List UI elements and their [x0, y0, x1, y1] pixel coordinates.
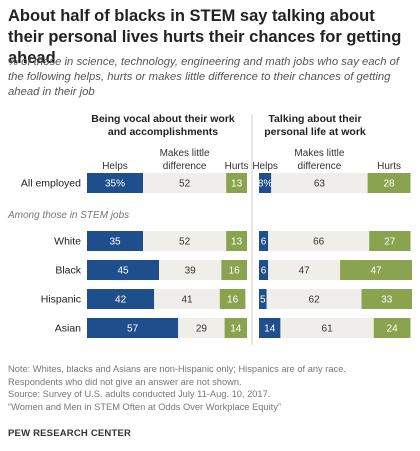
bar-segment: [271, 173, 368, 193]
chart-notes: Note: Whites, blacks and Asians are non-…: [8, 363, 412, 413]
bar-segment: [224, 318, 247, 338]
row-label: Asian: [55, 323, 81, 335]
data-label: 14: [230, 324, 242, 335]
bar-segment: [259, 260, 269, 280]
data-label: 16: [229, 266, 241, 277]
data-label: 63: [314, 179, 326, 190]
data-label: 29: [196, 324, 208, 335]
data-label: 6: [261, 266, 267, 277]
panel-title: and accomplishments: [108, 126, 218, 138]
data-label: 41: [181, 295, 193, 306]
bar-segment: [259, 173, 272, 193]
bar-segment: [259, 289, 267, 309]
data-label: 52: [179, 237, 191, 248]
note-line: Note: Whites, blacks and Asians are non-…: [8, 364, 346, 374]
bar-segment: [373, 318, 411, 338]
data-label: 45: [117, 266, 129, 277]
column-label-helps: Helps: [102, 161, 128, 172]
note-line: Respondents who did not give an answer a…: [8, 376, 242, 387]
row-label: All employed: [21, 178, 81, 190]
bar-segment: [154, 289, 220, 309]
bar-segment: [226, 231, 247, 251]
bar-segment: [87, 289, 155, 309]
panel-title: Talking about their: [268, 113, 361, 125]
brand-logo-text: PEW RESEARCH CENTER: [8, 428, 132, 439]
chart-subtitle: % of those in science, technology, engin…: [8, 56, 400, 98]
bar-segment: [259, 231, 269, 251]
bar-segment: [87, 173, 143, 193]
bar-segment: [340, 260, 412, 280]
data-label: 57: [127, 324, 139, 335]
bar-segment: [268, 231, 370, 251]
data-label: 66: [313, 237, 325, 248]
data-label: 5: [260, 295, 266, 306]
column-label-little-difference: Makes little: [160, 148, 210, 159]
bar-segment: [159, 260, 222, 280]
group-label: Among those in STEM jobs: [7, 210, 129, 221]
panel-title: Being vocal about their work: [91, 113, 235, 125]
column-label-little-difference: Makes little: [294, 148, 344, 159]
data-label: 52: [179, 179, 191, 190]
bar-segment: [143, 231, 227, 251]
bar-segment: [369, 231, 411, 251]
data-label: 35: [109, 237, 121, 248]
data-label: 24: [387, 324, 399, 335]
bar-segment: [221, 260, 247, 280]
bar-segment: [361, 289, 412, 309]
data-label: 27: [384, 237, 396, 248]
data-label: 47: [299, 266, 311, 277]
data-label: 13: [231, 179, 243, 190]
column-label-hurts: Hurts: [377, 161, 401, 172]
data-label: 14: [264, 324, 276, 335]
source-line: Source: Survey of U.S. adults conducted …: [8, 389, 271, 399]
panel-title: personal life at work: [264, 126, 366, 138]
bar-segment: [259, 318, 281, 338]
bar-segment: [178, 318, 225, 338]
row-label: Black: [55, 265, 81, 277]
data-label: 35%: [105, 179, 125, 190]
column-label-little-difference: difference: [163, 161, 207, 172]
bar-segment: [143, 173, 227, 193]
column-label-helps: Helps: [252, 161, 278, 172]
data-label: 47: [370, 266, 382, 277]
data-label: 33: [381, 295, 393, 306]
bar-segment: [268, 260, 341, 280]
column-label-little-difference: difference: [298, 161, 342, 172]
data-label: 13: [231, 237, 243, 248]
bar-segment: [87, 260, 159, 280]
data-label: 28: [383, 179, 395, 190]
data-label: 39: [185, 266, 197, 277]
data-label: 8%: [258, 179, 273, 190]
bar-segment: [87, 231, 143, 251]
bar-segment: [219, 289, 246, 309]
bar-segment: [87, 318, 179, 338]
bar-segment: [280, 318, 374, 338]
report-title-line: “Women and Men in STEM Often at Odds Ove…: [8, 401, 281, 412]
column-label-hurts: Hurts: [225, 161, 249, 172]
row-label: Hispanic: [41, 294, 81, 306]
data-label: 61: [322, 324, 334, 335]
data-label: 6: [261, 237, 267, 248]
bar-segment: [266, 289, 362, 309]
data-label: 62: [309, 295, 321, 306]
bar-segment: [367, 173, 411, 193]
data-label: 42: [115, 295, 127, 306]
bar-segment: [226, 173, 247, 193]
chart-title: About half of blacks in STEM say talking…: [8, 7, 402, 67]
data-label: 16: [227, 295, 239, 306]
row-label: White: [54, 236, 81, 248]
